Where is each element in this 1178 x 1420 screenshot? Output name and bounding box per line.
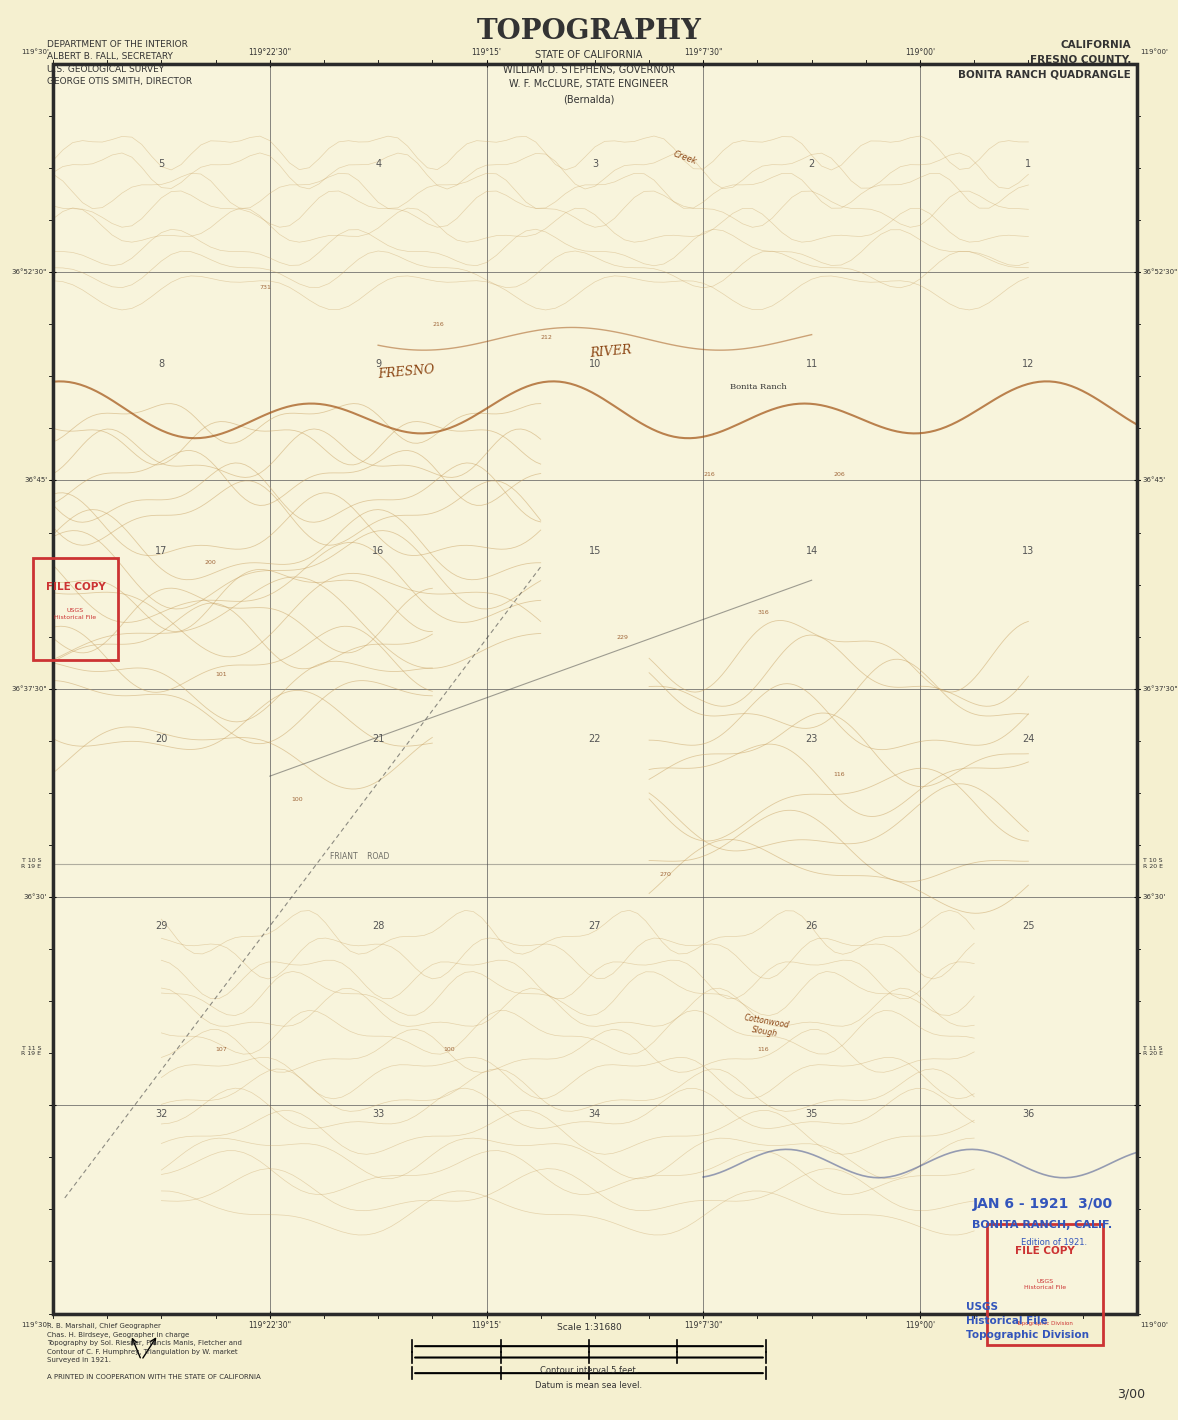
Text: 14: 14 — [806, 547, 818, 557]
Text: 15: 15 — [589, 547, 601, 557]
Text: CALIFORNIA
FRESNO COUNTY,
BONITA RANCH QUADRANGLE: CALIFORNIA FRESNO COUNTY, BONITA RANCH Q… — [958, 40, 1131, 80]
Text: 33: 33 — [372, 1109, 384, 1119]
Text: 3: 3 — [591, 159, 598, 169]
Text: 34: 34 — [589, 1109, 601, 1119]
Text: 36°52'30": 36°52'30" — [12, 270, 47, 275]
Text: 12: 12 — [1023, 359, 1034, 369]
Text: Contour interval 5 feet.
Datum is mean sea level.: Contour interval 5 feet. Datum is mean s… — [536, 1366, 642, 1390]
Text: 119°7'30": 119°7'30" — [684, 48, 722, 57]
Text: 20: 20 — [155, 734, 167, 744]
Bar — [53, 64, 1137, 1314]
Text: T 10 S
R 19 E: T 10 S R 19 E — [21, 858, 41, 869]
Text: 17: 17 — [155, 547, 167, 557]
Text: 119°00': 119°00' — [1140, 50, 1169, 55]
Text: 35: 35 — [806, 1109, 818, 1119]
Text: 32: 32 — [155, 1109, 167, 1119]
Text: 23: 23 — [806, 734, 818, 744]
Text: 36°52'30": 36°52'30" — [1143, 270, 1178, 275]
Text: Creek: Creek — [671, 149, 697, 166]
Text: 22: 22 — [589, 734, 601, 744]
Text: 16: 16 — [372, 547, 384, 557]
Bar — [53, 64, 1137, 1314]
Text: USGS
Historical File: USGS Historical File — [54, 609, 97, 621]
Bar — [987, 1224, 1103, 1345]
Text: 36°45': 36°45' — [24, 477, 47, 483]
Text: 119°30': 119°30' — [21, 50, 49, 55]
Text: 11: 11 — [806, 359, 818, 369]
Text: 25: 25 — [1023, 922, 1034, 932]
Text: Bonita Ranch: Bonita Ranch — [730, 383, 787, 391]
Text: 119°22'30": 119°22'30" — [249, 1321, 291, 1329]
Text: 21: 21 — [372, 734, 384, 744]
Text: 229: 229 — [616, 635, 629, 640]
Text: 10: 10 — [589, 359, 601, 369]
Text: 212: 212 — [541, 335, 552, 339]
Text: R. B. Marshall, Chief Geographer
Chas. H. Birdseye, Geographer in charge
Topogra: R. B. Marshall, Chief Geographer Chas. H… — [47, 1323, 260, 1380]
Text: 119°15': 119°15' — [471, 1321, 502, 1329]
Text: 5: 5 — [158, 159, 165, 169]
Text: Topographic Division: Topographic Division — [1017, 1321, 1073, 1325]
Text: 100: 100 — [443, 1047, 455, 1052]
Text: 316: 316 — [757, 609, 769, 615]
Text: FRESNO: FRESNO — [377, 364, 435, 382]
Text: 4: 4 — [375, 159, 382, 169]
Text: 9: 9 — [375, 359, 382, 369]
Text: 101: 101 — [216, 672, 227, 677]
Text: 216: 216 — [432, 322, 444, 328]
Text: 119°22'30": 119°22'30" — [249, 48, 291, 57]
Text: 119°00': 119°00' — [905, 1321, 935, 1329]
Text: 119°15': 119°15' — [471, 48, 502, 57]
Text: 36: 36 — [1023, 1109, 1034, 1119]
Text: Cottonwood
Slough: Cottonwood Slough — [741, 1014, 790, 1041]
Text: STATE OF CALIFORNIA
WILLIAM D. STEPHENS, GOVERNOR
W. F. McCLURE, STATE ENGINEER
: STATE OF CALIFORNIA WILLIAM D. STEPHENS,… — [503, 50, 675, 104]
Text: 216: 216 — [703, 473, 715, 477]
Text: DEPARTMENT OF THE INTERIOR
ALBERT B. FALL, SECRETARY
U.S. GEOLOGICAL SURVEY
GEOR: DEPARTMENT OF THE INTERIOR ALBERT B. FAL… — [47, 40, 192, 87]
Text: USGS
Historical File: USGS Historical File — [1024, 1278, 1066, 1291]
Text: 270: 270 — [660, 872, 671, 878]
Text: T 10 S
R 20 E: T 10 S R 20 E — [1143, 858, 1163, 869]
Text: 27: 27 — [589, 922, 601, 932]
Text: 36°30': 36°30' — [1143, 895, 1166, 900]
Text: 24: 24 — [1023, 734, 1034, 744]
Text: 116: 116 — [833, 772, 845, 777]
Text: 116: 116 — [757, 1047, 769, 1052]
Text: 119°00': 119°00' — [1140, 1322, 1169, 1328]
Text: FILE COPY: FILE COPY — [1015, 1245, 1074, 1255]
Text: 119°30': 119°30' — [21, 1322, 49, 1328]
Text: FRIANT    ROAD: FRIANT ROAD — [330, 852, 389, 862]
Text: USGS
Historical File
Topographic Division: USGS Historical File Topographic Divisio… — [966, 1302, 1088, 1340]
Text: 36°30': 36°30' — [24, 895, 47, 900]
Text: 200: 200 — [205, 559, 217, 565]
Text: Edition of 1921.: Edition of 1921. — [1021, 1238, 1087, 1247]
Text: 26: 26 — [806, 922, 818, 932]
Text: T 11 S
R 20 E: T 11 S R 20 E — [1143, 1045, 1163, 1056]
Text: TOPOGRAPHY: TOPOGRAPHY — [477, 17, 701, 45]
Text: BONITA RANCH, CALIF.: BONITA RANCH, CALIF. — [973, 1220, 1112, 1231]
Text: 8: 8 — [158, 359, 165, 369]
Text: 28: 28 — [372, 922, 384, 932]
Text: 3/00: 3/00 — [1117, 1387, 1145, 1402]
Text: 1: 1 — [1025, 159, 1032, 169]
Text: 36°37'30": 36°37'30" — [12, 686, 47, 692]
Text: 29: 29 — [155, 922, 167, 932]
Text: 119°00': 119°00' — [905, 48, 935, 57]
Text: 2: 2 — [808, 159, 815, 169]
Text: T 11 S
R 19 E: T 11 S R 19 E — [21, 1045, 41, 1056]
Text: FILE COPY: FILE COPY — [46, 582, 105, 592]
Text: 731: 731 — [259, 285, 271, 290]
Text: 107: 107 — [216, 1047, 227, 1052]
Text: 36°45': 36°45' — [1143, 477, 1166, 483]
Text: 206: 206 — [833, 473, 845, 477]
Text: 119°7'30": 119°7'30" — [684, 1321, 722, 1329]
Text: 36°37'30": 36°37'30" — [1143, 686, 1178, 692]
Text: JAN 6 - 1921  3/00: JAN 6 - 1921 3/00 — [973, 1197, 1112, 1211]
Text: 100: 100 — [291, 797, 303, 802]
Bar — [33, 558, 118, 660]
Text: RIVER: RIVER — [589, 344, 631, 361]
Text: 13: 13 — [1023, 547, 1034, 557]
Text: Scale 1:31680: Scale 1:31680 — [557, 1323, 621, 1332]
